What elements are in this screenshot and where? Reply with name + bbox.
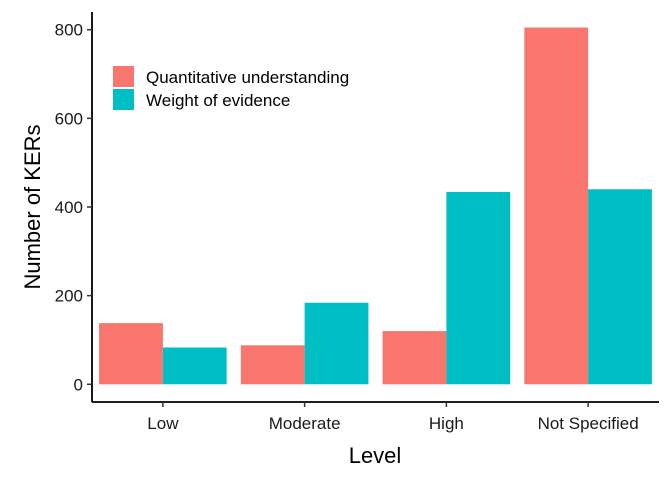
x-axis-title: Level	[349, 443, 402, 468]
legend-swatch-1	[113, 66, 134, 87]
x-tick-label: High	[429, 414, 464, 433]
legend: Quantitative understanding Weight of evid…	[113, 66, 349, 110]
x-tick-label: Moderate	[269, 414, 341, 433]
bar-high-series-1	[382, 331, 447, 385]
y-tick-label: 200	[55, 287, 83, 306]
bar-not-specified-series-1	[524, 27, 589, 385]
y-ticks-group: 0 200 400 600 800	[55, 21, 92, 394]
bars-group	[99, 27, 652, 385]
y-tick-label: 600	[55, 109, 83, 128]
bar-not-specified-series-2	[588, 189, 652, 385]
y-axis-title: Number of KERs	[20, 124, 45, 289]
legend-label-1: Quantitative understanding	[146, 68, 349, 87]
bar-low-series-1	[99, 323, 163, 385]
x-tick-label: Low	[147, 414, 179, 433]
y-tick-label: 400	[55, 198, 83, 217]
bar-high-series-2	[446, 191, 511, 385]
x-tick-label: Not Specified	[538, 414, 639, 433]
bar-moderate-series-1	[240, 345, 305, 385]
legend-label-2: Weight of evidence	[146, 91, 290, 110]
bar-low-series-2	[162, 347, 227, 385]
y-tick-label: 0	[74, 375, 83, 394]
legend-swatch-2	[113, 89, 134, 110]
x-ticks-group: Low Moderate High Not Specified	[147, 402, 639, 433]
y-tick-label: 800	[55, 21, 83, 40]
bar-moderate-series-2	[304, 302, 369, 385]
